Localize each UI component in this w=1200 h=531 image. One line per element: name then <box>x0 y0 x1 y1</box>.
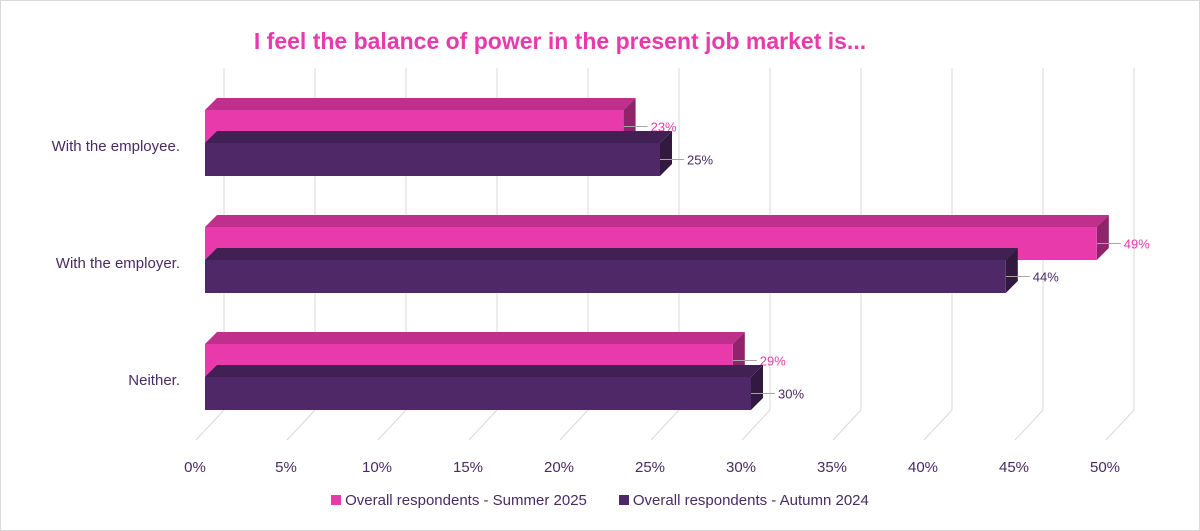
chart-title: I feel the balance of power in the prese… <box>253 28 867 54</box>
category-label: Neither. <box>128 372 180 389</box>
gridline-floor <box>377 409 407 441</box>
bar <box>205 377 751 410</box>
data-label: 44% <box>1033 270 1059 285</box>
chart-legend: Overall respondents - Summer 2025 Overall… <box>0 492 1200 509</box>
gridline-floor <box>286 409 316 441</box>
bar-side <box>660 131 672 176</box>
data-label: 25% <box>687 153 713 168</box>
x-tick-label: 40% <box>908 459 938 476</box>
legend-item: Overall respondents - Summer 2025 <box>331 492 587 509</box>
data-label: 29% <box>760 354 786 369</box>
gridline-floor <box>195 409 225 441</box>
bar <box>205 143 660 176</box>
gridline-floor <box>1014 409 1044 441</box>
x-tick-label: 45% <box>999 459 1029 476</box>
gridline-floor <box>832 409 862 441</box>
x-tick-label: 10% <box>362 459 392 476</box>
x-tick-label: 20% <box>544 459 574 476</box>
bar-top <box>205 98 636 110</box>
legend-swatch <box>331 495 342 505</box>
category-label: With the employer. <box>56 255 180 272</box>
gridline-floor <box>468 409 498 441</box>
bar-top <box>205 332 745 344</box>
bar-side <box>751 365 763 410</box>
bar-top <box>205 131 672 143</box>
gridline-floor <box>741 409 771 441</box>
bar-side <box>1096 215 1109 260</box>
legend-label: Overall respondents - Summer 2025 <box>345 492 587 509</box>
gridline-floor <box>923 409 953 441</box>
bar <box>205 260 1006 293</box>
gridline-floor <box>650 409 680 441</box>
x-tick-label: 25% <box>635 459 665 476</box>
x-tick-label: 50% <box>1090 459 1120 476</box>
x-tick-label: 0% <box>184 459 206 476</box>
category-label: With the employee. <box>52 138 180 155</box>
bar-side <box>1005 248 1018 293</box>
bar-top <box>205 248 1018 260</box>
x-tick-label: 5% <box>275 459 297 476</box>
legend-item: Overall respondents - Autumn 2024 <box>618 492 869 509</box>
x-tick-label: 30% <box>726 459 756 476</box>
bar-top <box>205 215 1109 227</box>
data-label: 30% <box>778 387 804 402</box>
gridline-floor <box>559 409 589 441</box>
data-label: 49% <box>1124 237 1150 252</box>
x-tick-label: 15% <box>453 459 483 476</box>
legend-swatch <box>618 495 629 505</box>
x-tick-label: 35% <box>817 459 847 476</box>
legend-label: Overall respondents - Autumn 2024 <box>632 492 869 509</box>
bar-top <box>205 365 763 377</box>
data-label: 23% <box>651 120 677 135</box>
gridline-floor <box>1105 409 1135 441</box>
